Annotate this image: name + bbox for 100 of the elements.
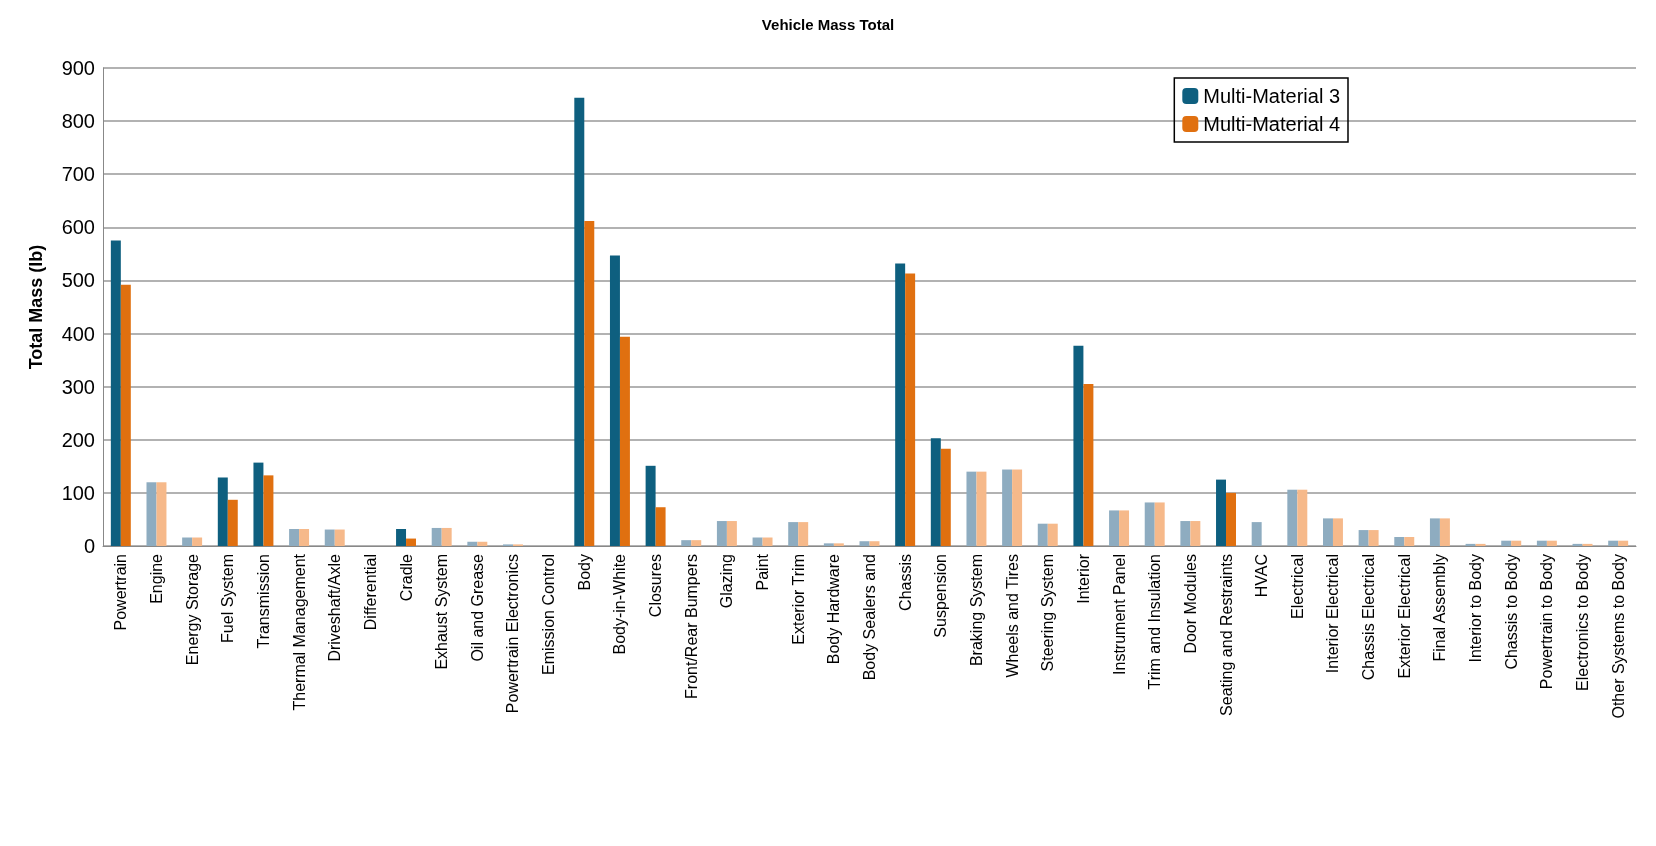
- legend-label: Multi-Material 4: [1203, 113, 1340, 135]
- bar: [895, 263, 906, 546]
- bar: [431, 527, 442, 546]
- y-tick-label: 900: [61, 57, 95, 79]
- x-tick-label: Braking System: [967, 554, 985, 667]
- bar: [1216, 479, 1227, 546]
- bar: [1536, 540, 1547, 546]
- x-tick-label: Interior Electrical: [1324, 554, 1342, 674]
- x-tick-label: Powertrain: [112, 554, 130, 631]
- bar: [406, 538, 417, 546]
- x-tick-label: Differential: [361, 554, 379, 631]
- bar: [1119, 510, 1130, 546]
- bar: [441, 527, 452, 546]
- x-tick-label: Exterior Electrical: [1395, 554, 1413, 679]
- bar: [182, 537, 193, 546]
- y-tick-label: 100: [61, 481, 95, 504]
- bar: [1144, 502, 1155, 546]
- bar: [1394, 536, 1405, 546]
- bar: [619, 336, 630, 546]
- bar: [833, 543, 844, 546]
- x-tick-label: Engine: [147, 553, 165, 604]
- x-tick-label: Cradle: [397, 553, 415, 602]
- bar: [823, 543, 834, 546]
- x-tick-label: Steering System: [1039, 554, 1057, 672]
- bar: [289, 529, 300, 546]
- x-tick-label: Other Systems to Body: [1609, 554, 1627, 719]
- y-tick-label: 300: [61, 375, 95, 398]
- bar: [110, 240, 121, 546]
- legend-label: Multi-Material 3: [1203, 85, 1340, 107]
- x-tick-label: Paint: [754, 553, 772, 591]
- x-tick-label: Powertrain Electronics: [504, 554, 522, 714]
- bar: [1475, 543, 1486, 546]
- bar: [396, 529, 407, 546]
- bar: [966, 471, 977, 546]
- y-tick-label: 800: [61, 110, 95, 133]
- y-tick-label: 600: [61, 216, 95, 239]
- bar: [905, 273, 916, 546]
- x-tick-label: Exterior Trim: [789, 554, 807, 645]
- y-tick-label: 400: [61, 322, 95, 345]
- bar: [334, 529, 345, 546]
- bar: [762, 537, 773, 546]
- bar: [120, 284, 131, 546]
- bar: [299, 529, 310, 546]
- x-tick-label: Door Modules: [1181, 554, 1199, 654]
- bar: [1226, 492, 1236, 546]
- x-tick-label: Electrical: [1288, 554, 1306, 619]
- bar: [788, 522, 799, 546]
- x-tick-label: Suspension: [932, 554, 950, 638]
- bar: [726, 521, 737, 546]
- bar: [192, 537, 203, 546]
- bar: [691, 540, 702, 546]
- bar: [1404, 536, 1415, 546]
- x-tick-label: Body Sealers and: [861, 554, 878, 681]
- bar: [574, 97, 585, 546]
- x-tick-label: Final Assembly: [1431, 554, 1449, 662]
- bar: [752, 537, 763, 546]
- bar: [1618, 540, 1629, 546]
- bar: [1439, 518, 1450, 546]
- bar: [1582, 543, 1593, 546]
- bar: [930, 438, 941, 546]
- bar: [1572, 543, 1583, 546]
- x-tick-label: Transmission: [254, 554, 272, 649]
- bar: [1109, 510, 1120, 546]
- x-tick-label: Instrument Panel: [1110, 554, 1128, 675]
- bar: [584, 220, 595, 546]
- chart-title: Vehicle Mass Total: [761, 16, 895, 33]
- bar: [1511, 540, 1522, 546]
- x-tick-label: Trim and Insulation: [1146, 554, 1164, 690]
- bar: [1429, 518, 1440, 546]
- bar: [681, 540, 692, 546]
- bar: [976, 471, 987, 546]
- y-tick-label: 500: [61, 269, 95, 292]
- bar: [645, 465, 656, 546]
- x-tick-label: Chassis: [896, 554, 914, 611]
- bar: [1180, 521, 1191, 546]
- bar: [146, 482, 157, 546]
- bar: [609, 255, 620, 546]
- x-tick-label: Oil and Grease: [468, 553, 486, 662]
- y-tick-label: 700: [61, 163, 95, 186]
- bar: [1037, 523, 1048, 546]
- bar: [859, 541, 870, 546]
- y-tick-label: 200: [61, 428, 95, 451]
- x-tick-label: Interior to Body: [1467, 554, 1485, 663]
- x-tick-label: Chassis to Body: [1502, 554, 1520, 670]
- bar: [1073, 345, 1084, 546]
- bar: [1251, 522, 1262, 546]
- x-tick-label: HVAC: [1253, 554, 1271, 598]
- x-tick-label: Interior: [1074, 553, 1092, 604]
- bar: [1358, 530, 1369, 546]
- x-tick-label: Body-in-White: [611, 553, 629, 655]
- bar: [1332, 518, 1343, 546]
- x-tick-label: Chassis Electrical: [1360, 554, 1378, 681]
- bar: [1368, 530, 1379, 546]
- x-tick-label: Driveshaft/Axle: [326, 553, 344, 662]
- x-tick-label: Closures: [647, 554, 665, 618]
- bar: [1012, 469, 1023, 546]
- x-tick-label: Thermal Management: [290, 553, 308, 711]
- x-tick-label: Wheels and Tires: [1003, 554, 1021, 678]
- bar: [1546, 540, 1557, 546]
- bar: [217, 477, 228, 546]
